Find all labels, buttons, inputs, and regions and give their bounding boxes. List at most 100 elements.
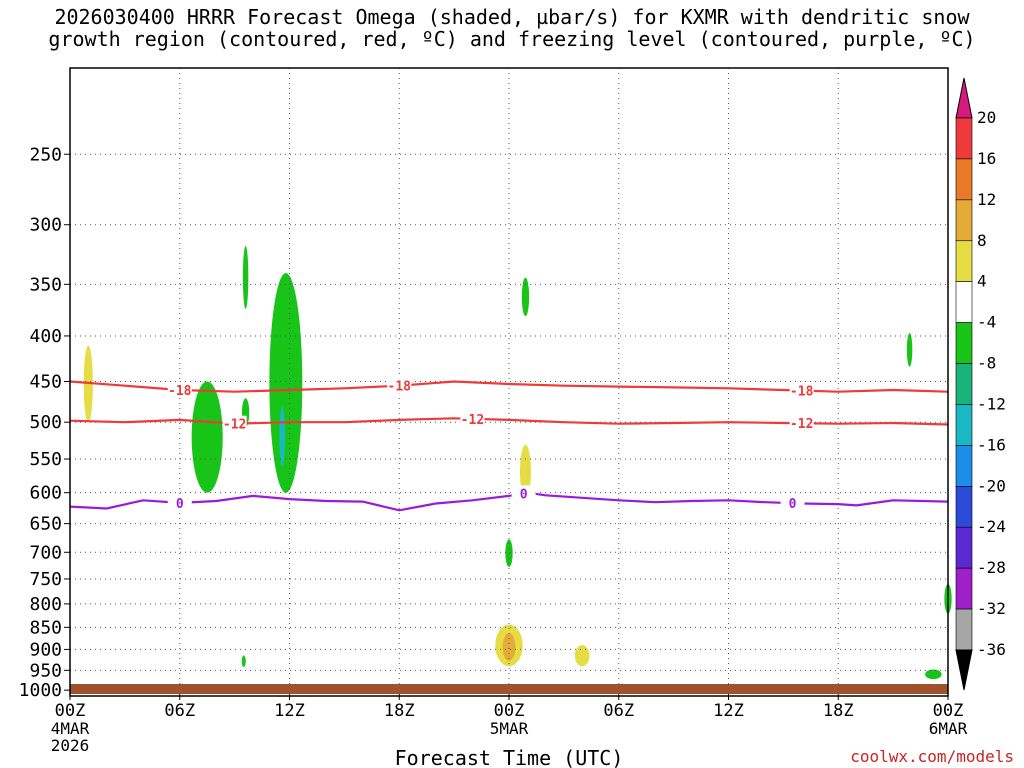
contour-label-0-2: -18 — [790, 385, 814, 400]
x-axis-title: Forecast Time (UTC) — [395, 746, 624, 768]
contour-label-bg-0-2 — [789, 382, 814, 399]
colorbar-label-7: -12 — [977, 394, 1006, 413]
y-tick-label-500: 500 — [29, 412, 62, 433]
x-tick-label-6: 12Z — [713, 701, 744, 721]
omega-region-14 — [316, 310, 361, 470]
y-tick-label-400: 400 — [29, 326, 62, 347]
colorbar-band-9 — [955, 486, 973, 528]
omega-region-10 — [269, 273, 303, 493]
contour-label-bg-2-1 — [511, 485, 536, 502]
y-tick-label-600: 600 — [29, 483, 62, 504]
y-tick-label-650: 650 — [29, 514, 62, 535]
y-tick-label-300: 300 — [29, 215, 62, 236]
y-tick-label-950: 950 — [29, 660, 62, 681]
x-tick-sublabel-8-0: 6MAR — [929, 719, 968, 738]
colorbar: 20 16 12 8 4 -4 -8 -12 -16 -20 -24 -28 -32 -36 — [955, 77, 1006, 691]
omega-region-6 — [191, 381, 223, 493]
omega-region-28 — [803, 591, 841, 677]
omega-region-29 — [840, 665, 892, 684]
y-tick-label-900: 900 — [29, 639, 62, 660]
y-tick-label-800: 800 — [29, 594, 62, 615]
y-tick-label-850: 850 — [29, 617, 62, 638]
contour-line-2 — [69, 491, 949, 512]
contour-label-bg-1-2 — [789, 415, 814, 432]
omega-region-30 — [906, 333, 913, 367]
temperature-contours: -18 -18 -18 -12 -12 -12 0 0 0 — [69, 377, 949, 512]
omega-region-2 — [80, 604, 96, 659]
y-axis: 2503003504004505005506006507007508008509… — [19, 144, 70, 701]
contour-label-bg-0-0 — [167, 381, 192, 398]
colorbar-band-11 — [955, 567, 973, 610]
omega-region-31 — [925, 669, 942, 680]
contour-label-bg-1-1 — [460, 410, 485, 427]
colorbar-band-10 — [955, 526, 973, 569]
colorbar-under-triangle — [955, 649, 973, 691]
omega-region-11 — [279, 406, 285, 467]
contour-label-2-1: 0 — [520, 487, 528, 502]
y-tick-label-550: 550 — [29, 449, 62, 470]
x-tick-label-1: 06Z — [164, 701, 195, 721]
colorbar-label-5: -4 — [977, 313, 996, 332]
omega-region-15 — [375, 281, 409, 436]
omega-region-26 — [574, 645, 590, 667]
contour-label-1-2: -12 — [790, 417, 813, 432]
x-tick-label-4: 00Z — [494, 701, 525, 721]
x-tick-label-8: 00Z — [933, 701, 964, 721]
colorbar-band-12 — [955, 608, 973, 651]
colorbar-label-2: 12 — [977, 190, 996, 209]
omega-region-12 — [289, 662, 312, 670]
y-tick-label-250: 250 — [29, 144, 62, 165]
colorbar-band-1 — [955, 158, 973, 201]
colorbar-label-11: -28 — [977, 558, 1006, 577]
y-tick-label-1000: 1000 — [19, 680, 62, 701]
x-tick-sublabel-4-0: 5MAR — [490, 719, 529, 738]
y-tick-label-350: 350 — [29, 274, 62, 295]
contour-label-0-0: -18 — [168, 384, 192, 399]
colorbar-label-13: -36 — [977, 640, 1006, 659]
colorbar-label-0: 20 — [977, 108, 996, 127]
x-tick-label-2: 12Z — [274, 701, 305, 721]
omega-region-3 — [115, 599, 135, 626]
contour-label-bg-0-1 — [387, 377, 412, 394]
omega-region-16 — [344, 642, 400, 681]
x-tick-sublabel-0-1: 2026 — [51, 736, 90, 755]
contour-label-2-0: 0 — [176, 497, 184, 512]
colorbar-label-4: 4 — [977, 272, 987, 291]
colorbar-band-4 — [955, 281, 973, 323]
x-tick-label-0: 00Z — [55, 701, 86, 721]
colorbar-label-1: 16 — [977, 149, 996, 168]
title-line-2: growth region (contoured, red, ºC) and f… — [48, 27, 976, 51]
contour-label-1-0: -12 — [223, 418, 246, 433]
colorbar-label-12: -32 — [977, 599, 1006, 618]
x-tick-sublabel-0-0: 4MAR — [51, 719, 90, 738]
colorbar-band-5 — [955, 322, 973, 364]
contour-label-bg-2-2 — [780, 495, 805, 512]
omega-shading — [66, 246, 952, 684]
omega-region-18 — [521, 277, 530, 317]
colorbar-label-10: -24 — [977, 517, 1006, 536]
colorbar-label-8: -16 — [977, 435, 1006, 454]
omega-region-9 — [241, 655, 246, 668]
contour-label-bg-2-0 — [167, 494, 192, 511]
contour-label-2-2: 0 — [789, 497, 797, 512]
colorbar-band-7 — [955, 404, 973, 446]
colorbar-band-8 — [955, 445, 973, 487]
y-tick-label-700: 700 — [29, 542, 62, 563]
colorbar-over-triangle — [955, 77, 973, 119]
x-tick-label-3: 18Z — [384, 701, 415, 721]
colorbar-label-6: -8 — [977, 354, 996, 373]
x-tick-label-5: 06Z — [603, 701, 634, 721]
x-tick-label-7: 18Z — [823, 701, 854, 721]
colorbar-label-9: -20 — [977, 476, 1006, 495]
contour-label-bg-1-0 — [222, 415, 247, 432]
colorbar-band-2 — [955, 199, 973, 242]
ground-bar — [70, 684, 948, 694]
chart-title: 2026030400 HRRR Forecast Omega (shaded, … — [0, 6, 1024, 50]
credit-text: coolwx.com/models — [850, 747, 1014, 766]
omega-region-7 — [242, 246, 249, 309]
omega-region-5 — [183, 567, 217, 620]
colorbar-band-3 — [955, 240, 973, 282]
colorbar-label-3: 8 — [977, 231, 987, 250]
title-line-1: 2026030400 HRRR Forecast Omega (shaded, … — [54, 5, 970, 29]
